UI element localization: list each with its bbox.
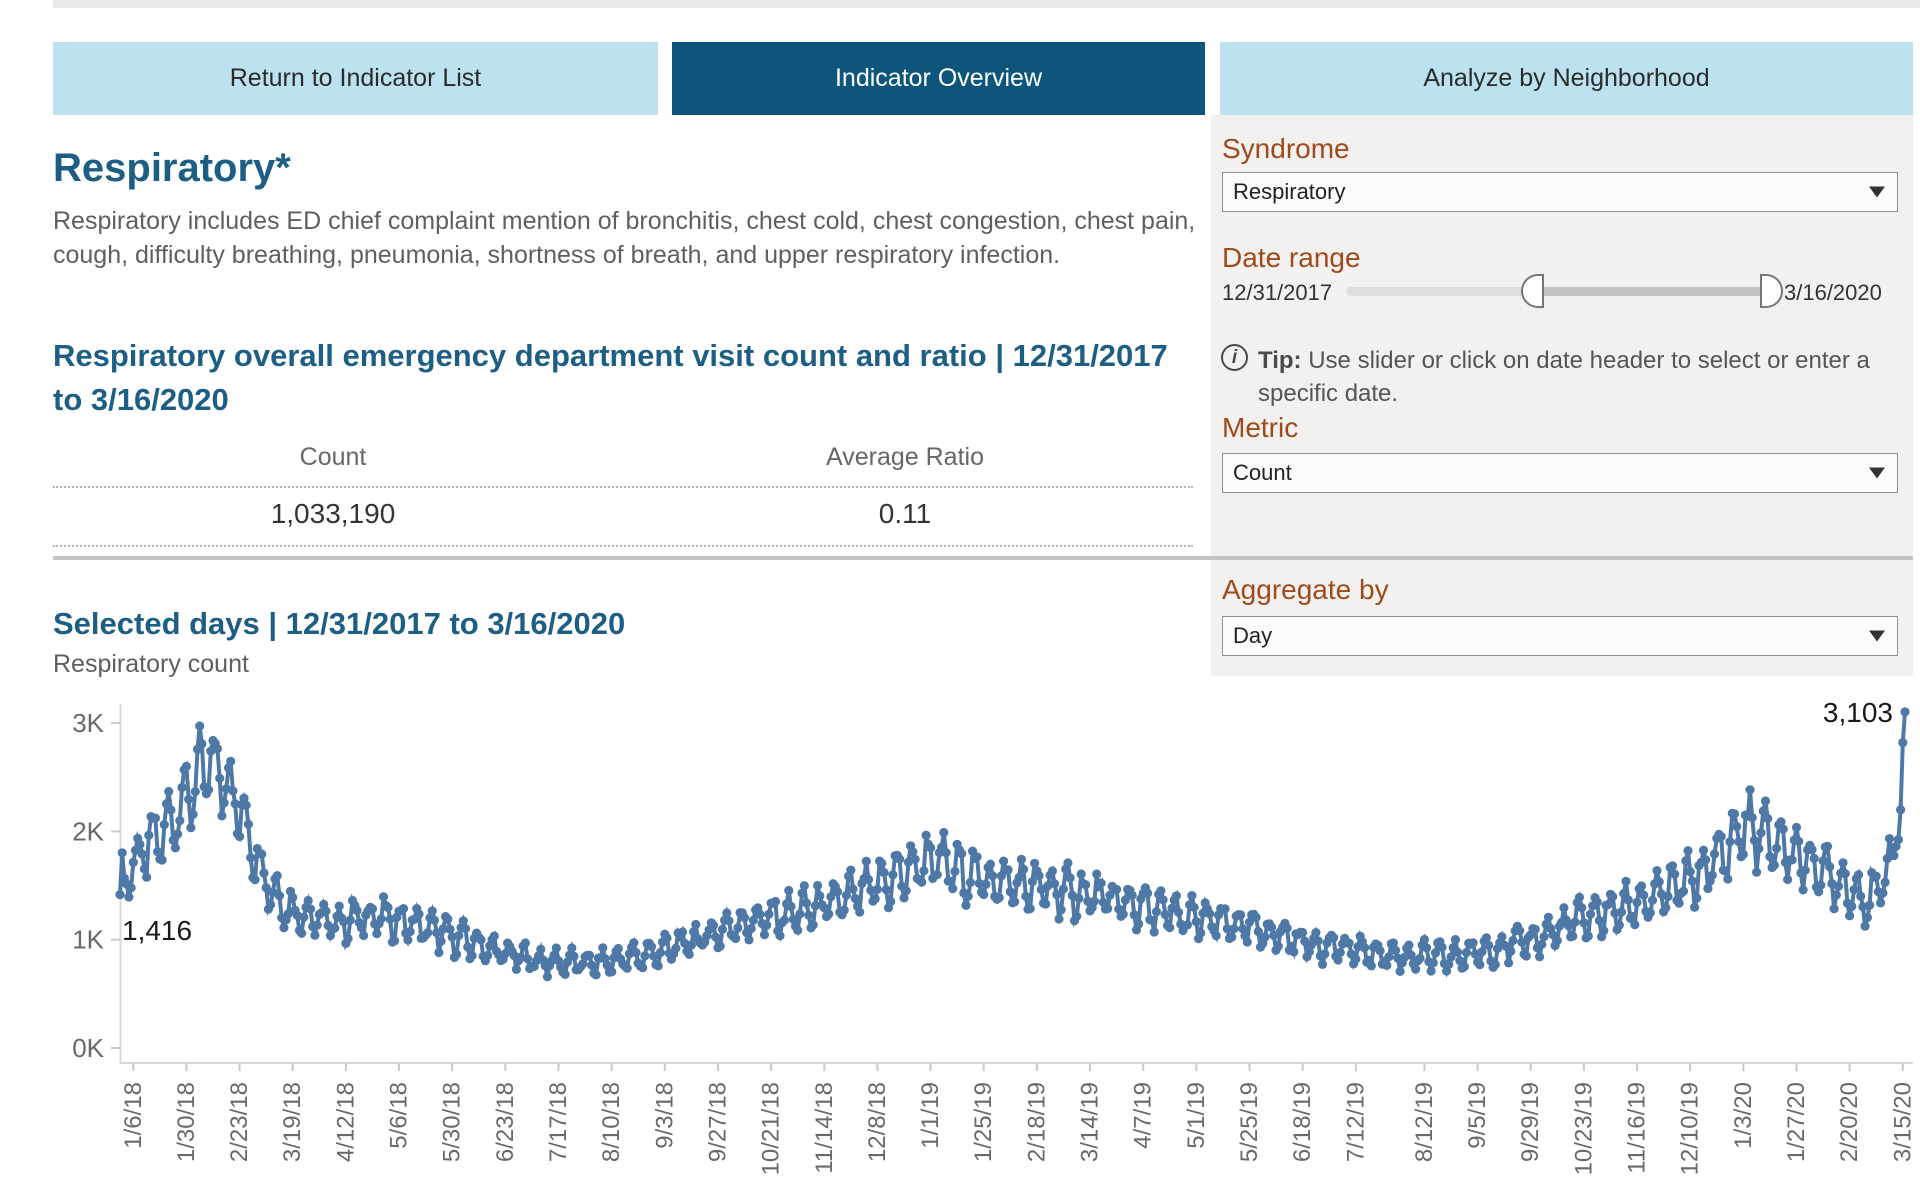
x-axis-tick-label: 4/12/18: [332, 1082, 359, 1162]
x-axis-tick-label: 5/25/19: [1236, 1082, 1263, 1162]
x-axis-tick-label: 1/6/18: [120, 1082, 147, 1149]
table-divider: [53, 486, 1193, 488]
tip-text: Tip: Use slider or click on date header …: [1258, 344, 1906, 410]
x-axis-tick-label: 3/19/18: [279, 1082, 306, 1162]
chevron-down-icon: [1869, 467, 1885, 479]
x-axis-tick-label: 1/3/20: [1730, 1082, 1757, 1149]
x-axis-tick-label: 5/1/19: [1183, 1082, 1210, 1149]
date-range-start: 12/31/2017: [1222, 280, 1333, 305]
x-axis-tick-label: 7/12/19: [1342, 1082, 1369, 1162]
x-axis-tick-label: 4/7/19: [1130, 1082, 1157, 1149]
x-axis-tick-label: 5/30/18: [439, 1082, 466, 1162]
tab-return-to-indicator-list[interactable]: Return to Indicator List: [53, 42, 658, 115]
x-axis-tick-label: 11/16/19: [1624, 1082, 1651, 1174]
tab-analyze-by-neighborhood[interactable]: Analyze by Neighborhood: [1220, 42, 1913, 115]
x-axis-tick-label: 6/23/18: [492, 1082, 519, 1162]
x-axis-tick-label: 2/23/18: [226, 1082, 253, 1162]
x-axis-tick-label: 1/27/20: [1783, 1082, 1810, 1162]
syndrome-dropdown[interactable]: Respiratory: [1222, 172, 1898, 212]
info-icon: i: [1221, 344, 1248, 371]
date-range-slider-left-handle[interactable]: [1521, 274, 1544, 308]
x-axis-tick-label: 9/3/18: [651, 1082, 678, 1149]
x-axis-tick-label: 9/29/19: [1517, 1082, 1544, 1162]
table-header-average-ratio: Average Ratio: [826, 443, 984, 471]
x-axis-tick-label: 8/12/19: [1411, 1082, 1438, 1162]
date-range-slider-right-handle[interactable]: [1760, 274, 1783, 308]
x-axis-tick-label: 3/14/19: [1077, 1082, 1104, 1162]
tab-label: Analyze by Neighborhood: [1423, 64, 1710, 92]
syndrome-value: Respiratory: [1233, 179, 1346, 204]
metric-value: Count: [1233, 460, 1292, 485]
x-axis-tick-label: 10/23/19: [1570, 1082, 1597, 1175]
y-axis-tick-label: 2K: [72, 816, 104, 846]
x-axis-tick-label: 1/1/19: [917, 1082, 944, 1149]
chart-heading: Selected days | 12/31/2017 to 3/16/2020: [53, 606, 626, 641]
page-title: Respiratory*: [53, 146, 291, 190]
tab-label: Return to Indicator List: [229, 64, 482, 92]
series-line: [118, 711, 1907, 979]
table-divider: [53, 545, 1193, 547]
x-axis-tick-label: 9/5/19: [1464, 1082, 1491, 1149]
section-divider: [53, 556, 1913, 560]
y-axis-tick-label: 3K: [72, 708, 104, 738]
tip-bold: Tip:: [1258, 347, 1302, 374]
summary-heading: Respiratory overall emergency department…: [53, 338, 1168, 417]
date-range-end: 3/16/2020: [1784, 280, 1882, 305]
metric-label: Metric: [1222, 412, 1299, 443]
tab-indicator-overview[interactable]: Indicator Overview: [672, 42, 1205, 115]
metric-dropdown[interactable]: Count: [1222, 453, 1898, 493]
chevron-down-icon: [1869, 186, 1885, 198]
x-axis-tick-label: 5/6/18: [386, 1082, 413, 1149]
x-axis-tick-label: 7/17/18: [545, 1082, 572, 1162]
top-strip: [53, 0, 1920, 8]
tab-label: Indicator Overview: [834, 64, 1043, 92]
table-value-count: 1,033,190: [270, 498, 396, 529]
table-value-average-ratio: 0.11: [878, 498, 932, 529]
x-axis-tick-label: 8/10/18: [598, 1082, 625, 1162]
date-range-label: Date range: [1222, 242, 1361, 273]
aggregate-by-dropdown[interactable]: Day: [1222, 616, 1898, 656]
x-axis-tick-label: 1/25/19: [970, 1082, 997, 1162]
x-axis-tick-label: 3/15/20: [1889, 1082, 1916, 1162]
chart-subtitle: Respiratory count: [53, 650, 249, 678]
x-axis-tick-label: 9/27/18: [704, 1082, 731, 1162]
first-point-annotation: 1,416: [122, 915, 192, 946]
x-axis-tick-label: 2/20/20: [1836, 1082, 1863, 1162]
tip-body: Use slider or click on date header to se…: [1258, 347, 1870, 407]
y-axis-tick-label: 0K: [72, 1033, 104, 1063]
chevron-down-icon: [1869, 630, 1885, 642]
syndrome-label: Syndrome: [1222, 133, 1350, 164]
indicator-description: Respiratory includes ED chief complaint …: [53, 207, 1196, 269]
respiratory-count-line-chart[interactable]: 0K 1K 2K 3K 1/6/18 1/30/18 2/23/18 3/19/18 4/12/…: [0, 690, 1920, 1184]
x-axis-tick-label: 1/30/18: [173, 1082, 200, 1162]
x-axis-tick-label: 11/14/18: [811, 1082, 838, 1174]
table-header-count: Count: [299, 443, 367, 471]
x-axis-tick-label: 12/8/18: [864, 1082, 891, 1162]
x-axis-tick-label: 6/18/19: [1289, 1082, 1316, 1162]
aggregate-by-label: Aggregate by: [1222, 574, 1389, 605]
aggregate-value: Day: [1233, 623, 1273, 648]
last-point-annotation: 3,103: [1823, 697, 1893, 728]
x-axis-tick-label: 2/18/19: [1023, 1082, 1050, 1162]
date-range-slider-selected-range[interactable]: [1540, 287, 1764, 296]
x-axis-tick-label: 10/21/18: [758, 1082, 785, 1175]
y-axis-tick-label: 1K: [72, 925, 104, 955]
x-axis-tick-label: 12/10/19: [1677, 1082, 1704, 1175]
